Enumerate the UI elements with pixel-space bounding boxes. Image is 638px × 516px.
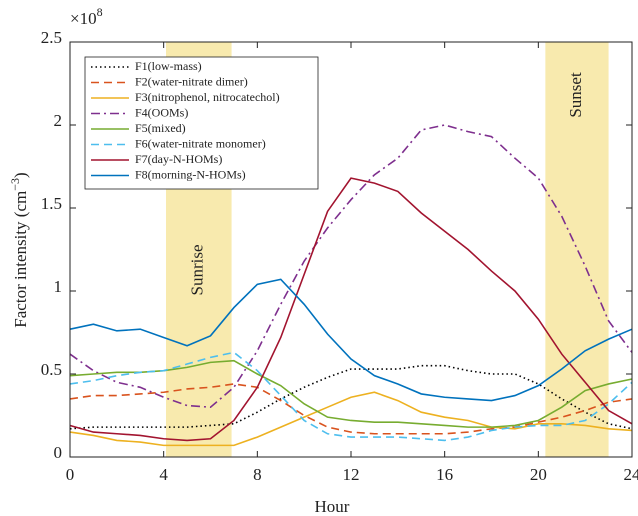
- series-line: [69, 391, 633, 447]
- series-line: [69, 351, 633, 442]
- legend-label: F7(day-N-HOMs): [135, 152, 222, 166]
- x-tick-label: 24: [624, 465, 638, 484]
- x-tick-label: 8: [253, 465, 262, 484]
- legend-label: F8(morning-N-HOMs): [135, 167, 246, 181]
- legend-box: [84, 56, 319, 190]
- x-tick-label: 12: [343, 465, 360, 484]
- y-label-sup: −3: [8, 178, 22, 191]
- shaded-region: [545, 42, 609, 457]
- legend-label: F5(mixed): [135, 121, 186, 135]
- legend-label: F3(nitrophenol, nitrocatechol): [135, 90, 280, 104]
- y-tick-label: 0.5: [41, 360, 62, 379]
- series-line: [69, 124, 633, 409]
- series-line: [69, 177, 633, 442]
- x-axis-label: Hour: [315, 497, 350, 516]
- region-label: Sunset: [566, 72, 585, 118]
- legend-label: F4(OOMs): [135, 105, 188, 119]
- series-line: [69, 364, 633, 430]
- y-tick-label: 1: [54, 277, 63, 296]
- x-tick-label: 16: [436, 465, 453, 484]
- y-tick-label: 0: [54, 443, 63, 462]
- region-label: Sunrise: [188, 245, 207, 296]
- multiplier-base: ×10: [70, 9, 97, 28]
- series-line: [69, 278, 633, 402]
- y-axis-label: Factor intensity (cm−3): [8, 172, 30, 327]
- y-label-suffix: ): [11, 172, 30, 178]
- x-tick-label: 0: [66, 465, 75, 484]
- legend-label: F6(water-nitrate monomer): [135, 136, 266, 150]
- legend-label: F2(water-nitrate dimer): [135, 74, 248, 88]
- series-line: [69, 383, 633, 435]
- legend-label: F1(low-mass): [135, 59, 202, 73]
- y-tick-label: 1.5: [41, 194, 62, 213]
- x-tick-label: 20: [530, 465, 547, 484]
- multiplier-sup: 8: [97, 5, 103, 19]
- y-multiplier: ×108: [70, 5, 103, 28]
- y-tick-label: 2.5: [41, 28, 62, 47]
- y-label-text: Factor intensity (cm: [11, 191, 30, 328]
- y-tick-label: 2: [54, 111, 63, 130]
- x-tick-label: 4: [159, 465, 168, 484]
